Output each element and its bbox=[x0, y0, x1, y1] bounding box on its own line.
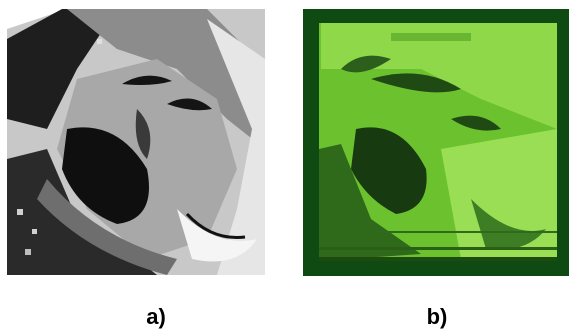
panel-b-caption: b) bbox=[426, 304, 448, 329]
green-display-image bbox=[301, 9, 571, 276]
figure-panel-a bbox=[7, 9, 265, 275]
figure-panel-b bbox=[301, 9, 571, 276]
panel-a-caption: a) bbox=[146, 304, 166, 329]
grayscale-face-image bbox=[7, 9, 265, 275]
